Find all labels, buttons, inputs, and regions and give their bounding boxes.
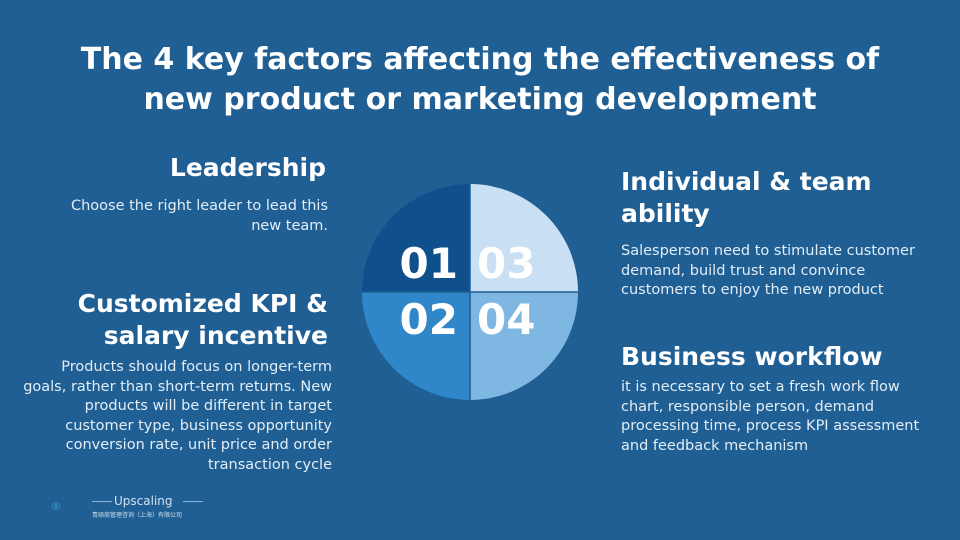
factor-body-leadership: Choose the right leader to lead this new… xyxy=(70,198,328,234)
quadrant-circle: 01 02 03 04 xyxy=(362,184,578,400)
quadrant-02 xyxy=(362,292,470,400)
logo-name: Upscaling xyxy=(114,494,173,508)
logo-subtitle: 青硕商管理咨询（上海）有限公司 xyxy=(92,512,183,519)
upscaling-s-logo-icon xyxy=(52,502,60,510)
title-line-2: new product or marketing development xyxy=(143,82,817,117)
quadrant-number-03: 03 xyxy=(477,239,535,288)
quadrant-03 xyxy=(470,184,578,292)
factor-heading-leadership: Leadership xyxy=(169,153,326,182)
factor-body-kpi: Products should focus on longer-term goa… xyxy=(23,359,332,473)
factor-body-workflow: it is necessary to set a fresh work flow… xyxy=(621,379,920,454)
factor-heading-workflow: Business workflow xyxy=(621,342,883,371)
logo-line-left xyxy=(92,501,112,502)
factor-body-ability: Salesperson need to stimulate customer d… xyxy=(621,243,915,298)
quadrant-number-02: 02 xyxy=(400,295,458,344)
quadrant-number-04: 04 xyxy=(477,295,535,344)
quadrant-01 xyxy=(362,184,470,292)
factor-heading-ability: Individual & team ability xyxy=(621,167,872,228)
quadrant-number-01: 01 xyxy=(400,239,458,288)
logo-line-right xyxy=(183,501,203,502)
factor-heading-kpi: Customized KPI & salary incentive xyxy=(77,289,328,350)
quadrant-04 xyxy=(470,292,578,400)
title-line-1: The 4 key factors affecting the effectiv… xyxy=(80,42,880,77)
slide-title: The 4 key factors affecting the effectiv… xyxy=(80,40,880,120)
